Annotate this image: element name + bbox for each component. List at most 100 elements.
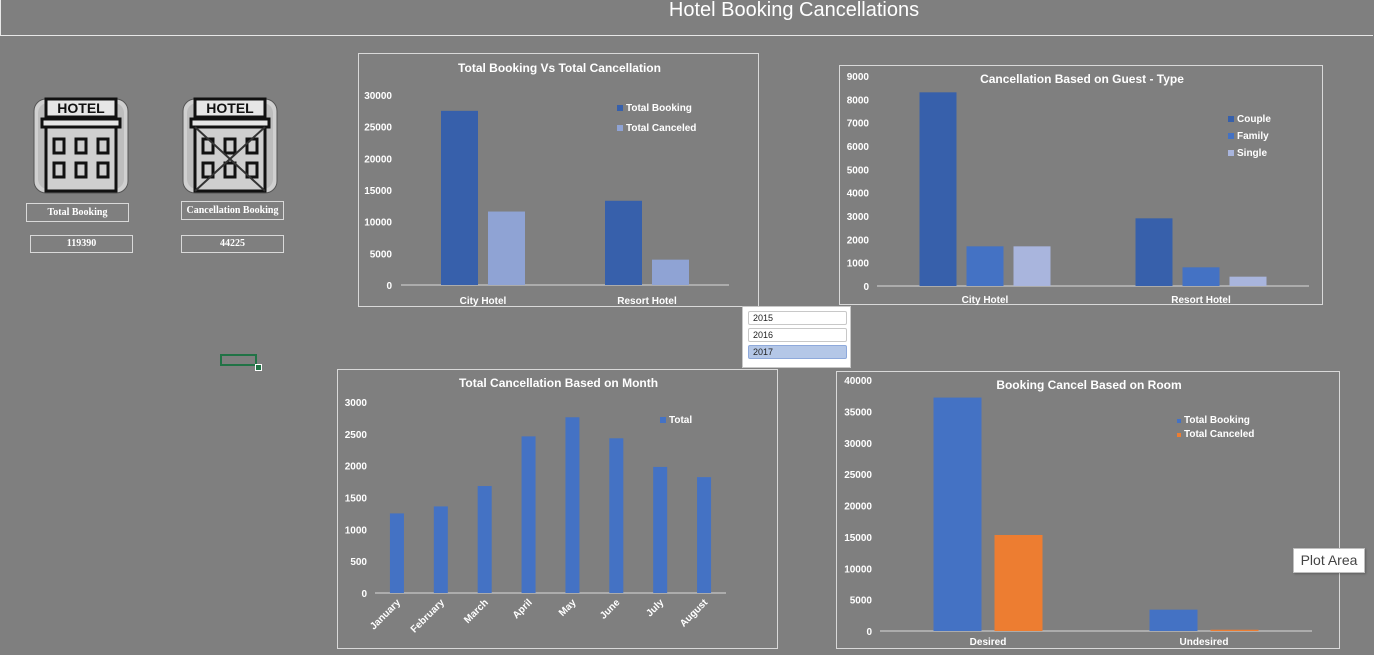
bar-couple[interactable] bbox=[919, 92, 957, 286]
legend-swatch bbox=[660, 417, 666, 423]
legend-label: Family bbox=[1237, 131, 1269, 142]
x-tick-label: Resort Hotel bbox=[617, 296, 677, 307]
slicer-item-2016[interactable]: 2016 bbox=[748, 328, 847, 342]
y-tick-label: 0 bbox=[361, 589, 367, 600]
chart-svg: Booking Cancel Based on Room 0 5000 10000 15… bbox=[844, 376, 1312, 648]
legend-label: Total Booking bbox=[1184, 415, 1250, 426]
slicer-item-2015[interactable]: 2015 bbox=[748, 311, 847, 325]
legend-swatch bbox=[1228, 150, 1234, 156]
legend-label: Total Booking bbox=[626, 103, 692, 114]
y-tick-label: 2500 bbox=[345, 430, 368, 441]
bar-total[interactable] bbox=[565, 417, 580, 593]
y-tick-label: 8000 bbox=[847, 95, 870, 106]
bar-total[interactable] bbox=[433, 506, 448, 593]
bar-total[interactable] bbox=[521, 436, 536, 593]
legend-swatch bbox=[617, 105, 623, 111]
chart-svg: Cancellation Based on Guest - Type 0 1000 2… bbox=[847, 72, 1309, 306]
y-tick-label: 10000 bbox=[844, 564, 872, 575]
x-tick-label: April bbox=[511, 597, 535, 621]
bar-family[interactable] bbox=[1182, 267, 1220, 286]
x-tick-label: Undesired bbox=[1180, 637, 1229, 648]
chart-cancellation-by-month[interactable]: Total Cancellation Based on Month 0 500 100… bbox=[337, 369, 778, 649]
y-tick-label: 35000 bbox=[844, 407, 872, 418]
chart-guest-type[interactable]: Cancellation Based on Guest - Type 0 1000 2… bbox=[839, 65, 1323, 306]
bar-family[interactable] bbox=[966, 246, 1004, 286]
y-tick-label: 3000 bbox=[345, 398, 368, 409]
y-tick-label: 25000 bbox=[364, 123, 392, 134]
svg-text:HOTEL: HOTEL bbox=[57, 100, 105, 116]
chart-svg: Total Booking Vs Total Cancellation 0 5000… bbox=[364, 61, 729, 307]
legend-label: Single bbox=[1237, 148, 1267, 159]
legend-swatch bbox=[1228, 116, 1234, 122]
y-tick-label: 30000 bbox=[364, 91, 392, 102]
y-tick-label: 500 bbox=[350, 557, 367, 568]
y-tick-label: 40000 bbox=[844, 376, 872, 387]
chart-title: Cancellation Based on Guest - Type bbox=[980, 72, 1184, 86]
y-tick-label: 25000 bbox=[844, 470, 872, 481]
fill-handle[interactable] bbox=[255, 364, 262, 371]
y-tick-label: 2000 bbox=[847, 235, 870, 246]
legend-label: Couple bbox=[1237, 114, 1271, 125]
bar-total-canceled[interactable] bbox=[994, 534, 1043, 631]
bar-total-canceled[interactable] bbox=[652, 259, 689, 285]
legend-swatch bbox=[617, 125, 623, 131]
x-tick-label: City Hotel bbox=[460, 296, 507, 307]
selected-cell[interactable] bbox=[220, 354, 257, 366]
bar-total-canceled[interactable] bbox=[1210, 629, 1259, 631]
legend-label: Total Canceled bbox=[626, 123, 696, 134]
chart-title: Total Cancellation Based on Month bbox=[459, 376, 658, 390]
dashboard-header: Hotel Booking Cancellations bbox=[0, 0, 1373, 36]
y-tick-label: 10000 bbox=[364, 218, 392, 229]
legend-label: Total Canceled bbox=[1184, 429, 1254, 440]
bar-total[interactable] bbox=[653, 466, 668, 593]
chart-title: Total Booking Vs Total Cancellation bbox=[458, 61, 661, 75]
chart-title: Booking Cancel Based on Room bbox=[996, 378, 1181, 392]
x-tick-label: Desired bbox=[970, 637, 1007, 648]
year-slicer[interactable]: 2015 2016 2017 bbox=[742, 306, 851, 368]
bar-total-booking[interactable] bbox=[933, 397, 982, 631]
y-tick-label: 5000 bbox=[847, 165, 870, 176]
y-tick-label: 2000 bbox=[345, 462, 368, 473]
legend-swatch bbox=[1177, 433, 1181, 437]
y-tick-label: 6000 bbox=[847, 142, 870, 153]
y-tick-label: 1000 bbox=[847, 259, 870, 270]
x-tick-label: Resort Hotel bbox=[1171, 295, 1231, 306]
x-tick-label: June bbox=[598, 597, 623, 622]
bar-total-booking[interactable] bbox=[605, 200, 642, 285]
legend-label: Total bbox=[669, 415, 692, 426]
bar-single[interactable] bbox=[1013, 246, 1051, 286]
kpi-cancellation-booking-value: 44225 bbox=[181, 235, 284, 253]
bar-total[interactable] bbox=[697, 477, 712, 593]
kpi-total-booking-value: 119390 bbox=[30, 235, 133, 253]
chart-cancel-by-room[interactable]: Booking Cancel Based on Room 0 5000 10000 15… bbox=[836, 371, 1340, 649]
slicer-item-2017[interactable]: 2017 bbox=[748, 345, 847, 359]
bar-total-booking[interactable] bbox=[441, 110, 478, 285]
x-tick-label: May bbox=[557, 597, 579, 619]
y-tick-label: 5000 bbox=[850, 596, 873, 607]
y-tick-label: 20000 bbox=[364, 154, 392, 165]
y-tick-label: 5000 bbox=[370, 249, 393, 260]
x-tick-label: City Hotel bbox=[962, 295, 1009, 306]
bar-couple[interactable] bbox=[1135, 218, 1173, 286]
chart-svg: Total Cancellation Based on Month 0 500 100… bbox=[345, 376, 726, 635]
y-tick-label: 1000 bbox=[345, 525, 368, 536]
bar-total-booking[interactable] bbox=[1149, 609, 1198, 631]
bar-total[interactable] bbox=[477, 486, 492, 593]
bar-total[interactable] bbox=[609, 438, 624, 593]
y-tick-label: 0 bbox=[866, 627, 872, 638]
y-tick-label: 30000 bbox=[844, 439, 872, 450]
y-tick-label: 0 bbox=[386, 281, 392, 292]
chart-booking-vs-cancellation[interactable]: Total Booking Vs Total Cancellation 0 5000… bbox=[358, 53, 759, 307]
y-tick-label: 1500 bbox=[345, 494, 368, 505]
svg-text:HOTEL: HOTEL bbox=[206, 100, 254, 116]
legend-swatch bbox=[1228, 133, 1234, 139]
bar-total[interactable] bbox=[389, 513, 404, 593]
legend-swatch bbox=[1177, 419, 1181, 423]
y-tick-label: 4000 bbox=[847, 189, 870, 200]
kpi-total-booking-label: Total Booking bbox=[26, 203, 129, 222]
x-tick-label: January bbox=[368, 597, 403, 632]
dashboard-title: Hotel Booking Cancellations bbox=[668, 0, 920, 21]
x-tick-label: February bbox=[409, 597, 447, 635]
bar-total-canceled[interactable] bbox=[488, 211, 525, 285]
bar-single[interactable] bbox=[1229, 276, 1267, 286]
